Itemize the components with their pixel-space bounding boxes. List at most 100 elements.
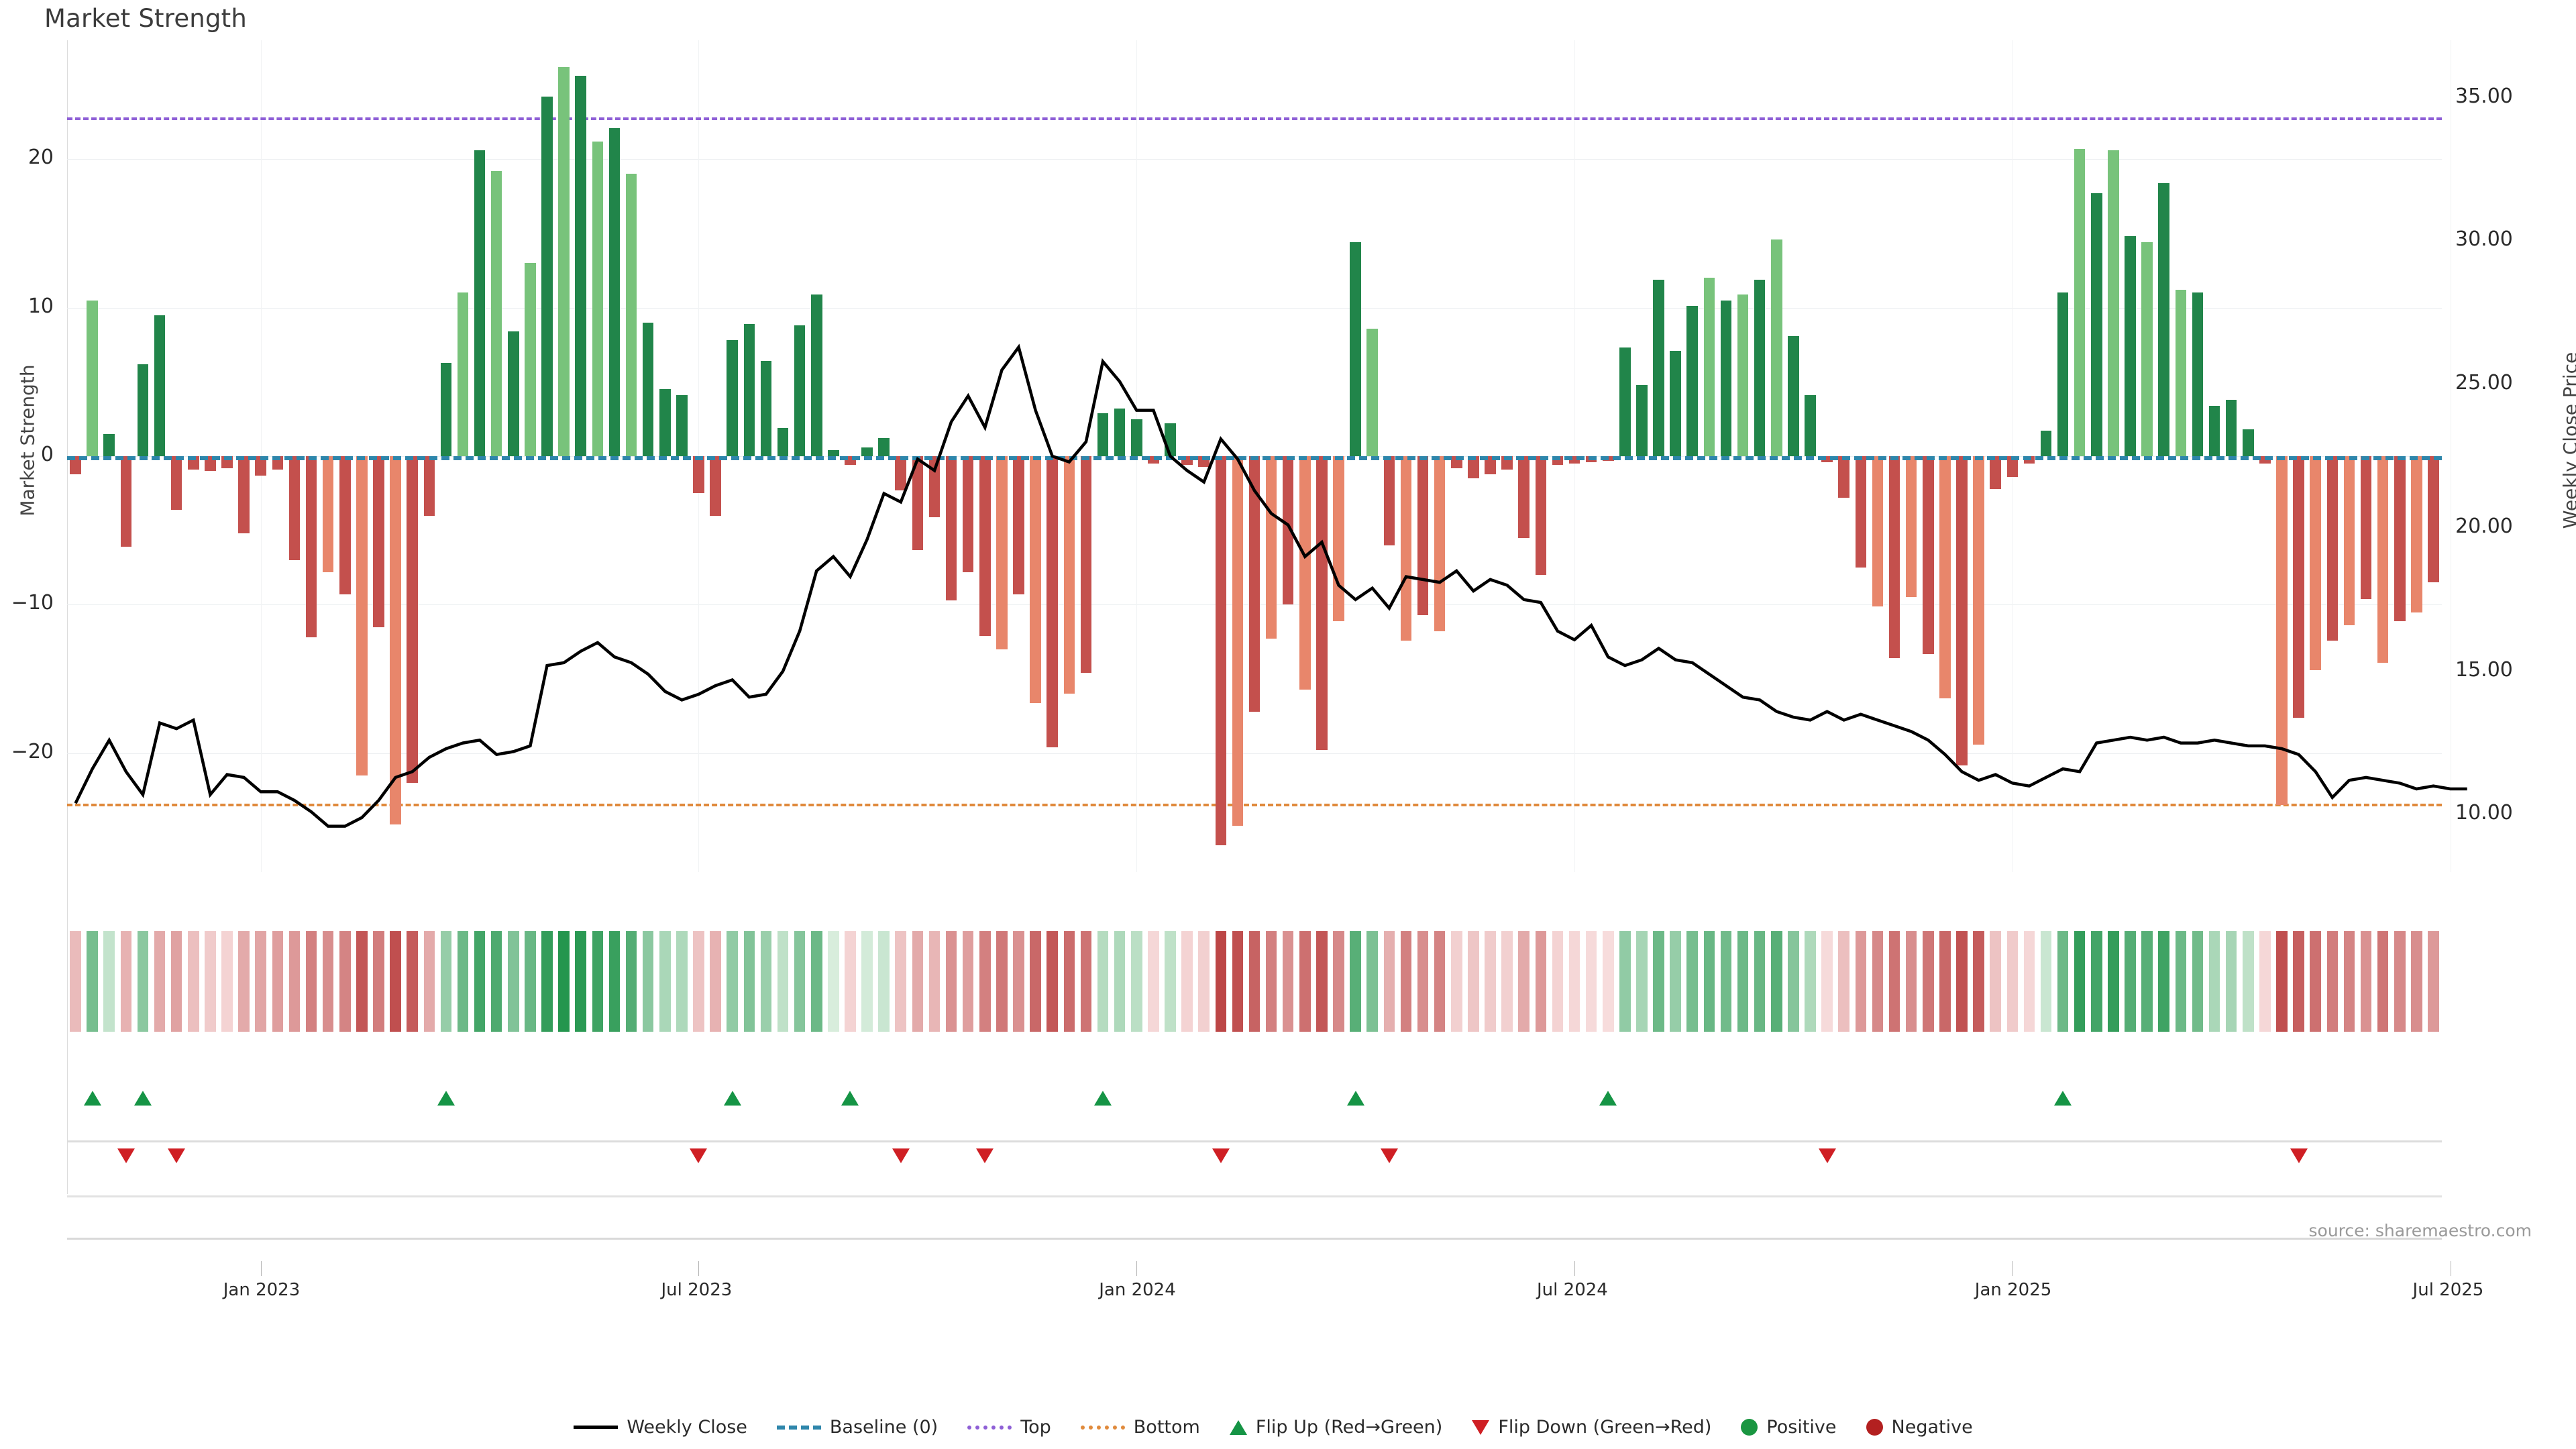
flip-up-marker[interactable] xyxy=(1094,1091,1112,1106)
flip-down-marker[interactable] xyxy=(117,1148,135,1163)
legend-item-baseline[interactable]: Baseline (0) xyxy=(776,1417,938,1438)
heatmap-cell xyxy=(625,931,637,1032)
strength-bar xyxy=(2141,242,2153,456)
y-tick-left: 10 xyxy=(28,294,54,318)
flip-up-marker[interactable] xyxy=(133,1091,152,1106)
heatmap-cell xyxy=(2158,931,2170,1032)
flip-up-marker[interactable] xyxy=(437,1091,455,1106)
gridline-horizontal xyxy=(67,307,2442,309)
flip-up-marker[interactable] xyxy=(1599,1091,1617,1106)
legend-item-bottom[interactable]: Bottom xyxy=(1080,1417,1200,1438)
heatmap-cell xyxy=(2141,931,2153,1032)
legend-item-label: Baseline (0) xyxy=(829,1417,938,1438)
heatmap-cell xyxy=(1181,931,1193,1032)
heatmap-cell xyxy=(996,931,1008,1032)
strength-bar xyxy=(137,364,149,456)
strength-bar xyxy=(1703,278,1715,456)
strength-bar xyxy=(2293,456,2304,718)
legend-item-negative[interactable]: Negative xyxy=(1866,1417,1973,1438)
legend-item-positive[interactable]: Positive xyxy=(1741,1417,1837,1438)
reference-line-bottom xyxy=(67,804,2442,807)
heatmap-cell xyxy=(305,931,317,1032)
heatmap-cell xyxy=(1130,931,1142,1032)
flip-up-marker[interactable] xyxy=(83,1091,101,1106)
heatmap-cell xyxy=(1383,931,1395,1032)
y-tick-left: 20 xyxy=(28,146,54,170)
heatmap-cell xyxy=(878,931,890,1032)
heatmap-cell xyxy=(188,931,199,1032)
heatmap-cell xyxy=(2006,931,2019,1032)
heatmap-cell xyxy=(1080,931,1092,1032)
strength-bar xyxy=(1771,239,1782,456)
y-tick-right: 35.00 xyxy=(2455,84,2513,108)
x-tick-mark xyxy=(1574,1261,1576,1276)
heatmap-cell xyxy=(2023,931,2035,1032)
x-tick-mark xyxy=(2012,1261,2013,1276)
heatmap-cell xyxy=(1165,931,1176,1032)
heatmap-cell xyxy=(2276,931,2288,1032)
strength-bar xyxy=(1130,419,1142,456)
triangle-down-icon xyxy=(1472,1419,1490,1435)
heatmap-cell xyxy=(272,931,284,1032)
legend-item-flip-down[interactable]: Flip Down (Green→Red) xyxy=(1472,1417,1711,1438)
heatmap-cell xyxy=(710,931,721,1032)
heatmap-cell xyxy=(1619,931,1631,1032)
strength-bar xyxy=(1535,456,1547,576)
strength-bar xyxy=(1956,456,1968,765)
legend-item-top[interactable]: Top xyxy=(967,1417,1051,1438)
strength-bar xyxy=(1299,456,1311,690)
legend-item-label: Positive xyxy=(1766,1417,1837,1438)
flip-down-marker[interactable] xyxy=(2290,1148,2308,1163)
strength-bar xyxy=(996,456,1008,649)
flip-down-marker[interactable] xyxy=(690,1148,708,1163)
heatmap-cell xyxy=(1485,931,1496,1032)
strength-bar xyxy=(1232,456,1244,826)
heatmap-cell xyxy=(1872,931,1884,1032)
strength-bar xyxy=(2125,236,2136,456)
legend-item-weekly-close[interactable]: Weekly Close xyxy=(574,1417,747,1438)
flip-up-marker[interactable] xyxy=(723,1091,741,1106)
strength-bar xyxy=(2192,292,2204,456)
flip-down-marker[interactable] xyxy=(1818,1148,1836,1163)
dot-bottom-icon xyxy=(1080,1425,1125,1430)
flip-down-marker[interactable] xyxy=(892,1148,910,1163)
flip-down-marker[interactable] xyxy=(1212,1148,1230,1163)
strength-bar xyxy=(1097,413,1109,456)
heatmap-cell xyxy=(525,931,536,1032)
heatmap-cell xyxy=(2057,931,2069,1032)
flip-down-marker[interactable] xyxy=(1380,1148,1398,1163)
x-tick-label: Jul 2023 xyxy=(661,1280,733,1300)
heatmap-cell xyxy=(2310,931,2321,1032)
flip-up-marker[interactable] xyxy=(1346,1091,1364,1106)
legend-item-flip-up[interactable]: Flip Up (Red→Green) xyxy=(1229,1417,1442,1438)
x-tick-label: Jul 2025 xyxy=(2412,1280,2484,1300)
flip-up-marker[interactable] xyxy=(841,1091,859,1106)
line-icon xyxy=(574,1426,619,1429)
heatmap-cell xyxy=(2125,931,2136,1032)
strength-bar xyxy=(170,456,182,510)
legend-item-label: Negative xyxy=(1891,1417,1973,1438)
flip-up-marker[interactable] xyxy=(2054,1091,2072,1106)
strength-bar xyxy=(1400,456,1412,641)
strength-bar xyxy=(1805,395,1816,456)
strength-bar xyxy=(1366,328,1379,456)
lower-divider-1 xyxy=(67,1238,2442,1240)
strength-bar xyxy=(1922,456,1934,654)
flip-down-marker[interactable] xyxy=(168,1148,186,1163)
chart-legend: Weekly Close Baseline (0) Top Bottom Flip Up… xyxy=(0,1417,2576,1438)
strength-bar xyxy=(962,456,974,572)
strength-bar xyxy=(1754,279,1766,456)
strength-bar xyxy=(592,141,604,456)
legend-item-label: Bottom xyxy=(1133,1417,1200,1438)
y-tick-right: 25.00 xyxy=(2455,371,2513,395)
heatmap-cell xyxy=(1265,931,1277,1032)
strength-bar xyxy=(407,456,418,784)
heatmap-cell xyxy=(777,931,789,1032)
flip-down-marker[interactable] xyxy=(976,1148,994,1163)
strength-bar xyxy=(794,325,806,456)
strength-bar xyxy=(861,447,873,456)
strength-bar xyxy=(1080,456,1092,674)
heatmap-cell xyxy=(2242,931,2254,1032)
strength-bar xyxy=(2310,456,2321,670)
heatmap-cell xyxy=(508,931,519,1032)
